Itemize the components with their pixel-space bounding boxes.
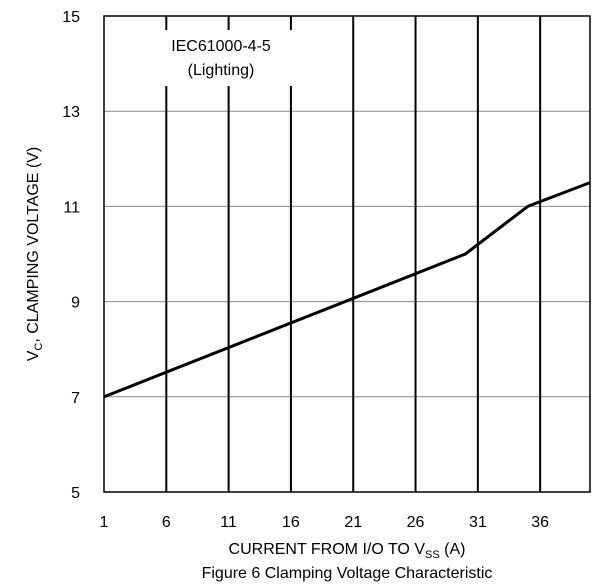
x-tick-label: 31 xyxy=(469,514,487,531)
x-axis-title-unit: (A) xyxy=(440,541,466,558)
y-tick-label: 13 xyxy=(62,104,80,121)
grid xyxy=(104,16,590,492)
annotation-line-1: IEC61000-4-5 xyxy=(171,38,271,55)
series-layer xyxy=(103,181,591,399)
y-tick-label: 11 xyxy=(63,199,80,216)
y-axis-title-main: V xyxy=(25,350,42,361)
y-axis-title-subscript: C xyxy=(33,343,45,351)
y-tick-label: 15 xyxy=(62,9,80,26)
x-axis-title-subscript: SS xyxy=(425,549,440,561)
clamping-voltage-line xyxy=(103,181,591,399)
x-tick-label: 16 xyxy=(282,514,300,531)
y-tick-label: 7 xyxy=(71,390,80,407)
annotation-line-2: (Lighting) xyxy=(188,62,255,79)
x-tick-label: 1 xyxy=(100,514,109,531)
x-tick-label: 26 xyxy=(407,514,425,531)
plot-area xyxy=(103,15,591,493)
annotation-background xyxy=(140,30,302,86)
y-tick-label: 5 xyxy=(71,485,80,502)
x-tick-label: 11 xyxy=(220,514,237,531)
y-axis-title: VC, CLAMPING VOLTAGE (V) xyxy=(25,147,45,362)
x-tick-label: 21 xyxy=(344,514,362,531)
figure-caption: Figure 6 Clamping Voltage Characteristic xyxy=(202,565,493,582)
x-axis-title-main: CURRENT FROM I/O TO V xyxy=(229,541,426,558)
x-tick-label: 36 xyxy=(531,514,549,531)
x-tick-label: 6 xyxy=(162,514,171,531)
x-axis-title: CURRENT FROM I/O TO VSS (A) xyxy=(229,541,466,561)
y-tick-label: 9 xyxy=(71,295,80,312)
y-axis-title-rest: , CLAMPING VOLTAGE (V) xyxy=(25,147,42,343)
